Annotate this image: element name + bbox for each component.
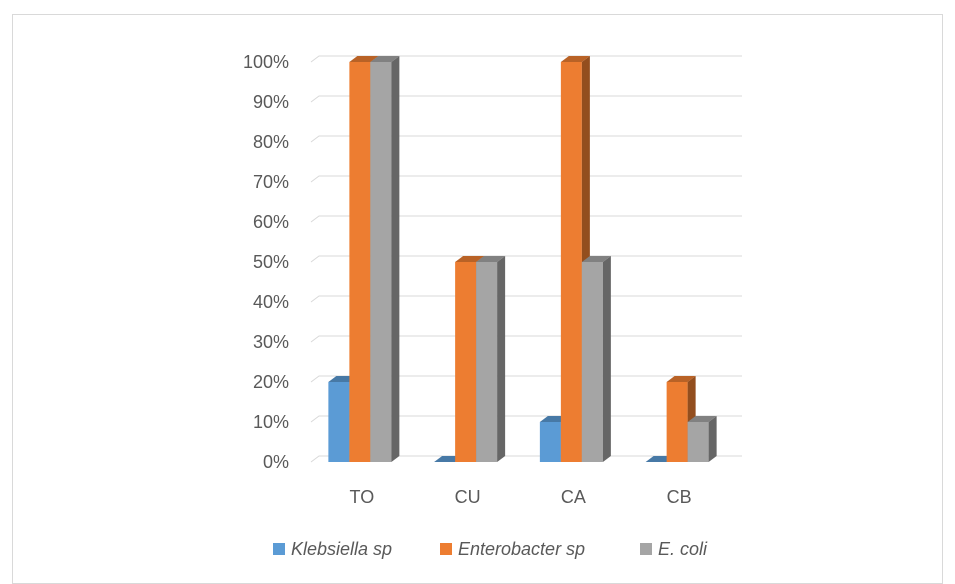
y-tick-label: 0%: [263, 452, 289, 472]
y-tick-label: 20%: [253, 372, 289, 392]
y-tick-label: 90%: [253, 92, 289, 112]
bars: [328, 56, 717, 462]
x-axis-tick-labels: TO CU CA CB: [350, 487, 692, 507]
bar: [581, 256, 611, 462]
legend-label: Klebsiella sp: [291, 539, 392, 559]
legend-swatch: [273, 543, 285, 555]
gridline: [310, 175, 742, 183]
gridlines: [310, 55, 742, 463]
y-tick-label: 60%: [253, 212, 289, 232]
y-tick-label: 30%: [253, 332, 289, 352]
y-tick-label: 80%: [253, 132, 289, 152]
bar: [687, 416, 717, 462]
y-tick-label: 10%: [253, 412, 289, 432]
legend-swatch: [440, 543, 452, 555]
legend-label: Enterobacter sp: [458, 539, 585, 559]
legend-item: Klebsiella sp: [273, 539, 392, 559]
gridline: [310, 215, 742, 223]
bar: [370, 56, 400, 462]
x-tick-label: CA: [561, 487, 586, 507]
legend-swatch: [640, 543, 652, 555]
y-tick-label: 100%: [243, 52, 289, 72]
y-tick-label: 50%: [253, 252, 289, 272]
gridline: [310, 135, 742, 143]
x-tick-label: CB: [667, 487, 692, 507]
chart-svg: 0% 10% 20% 30% 40% 50% 60% 70% 80% 90% 100% TO CU CA…: [243, 52, 742, 559]
gridline: [310, 95, 742, 103]
x-tick-label: CU: [455, 487, 481, 507]
legend: Klebsiella sp Enterobacter sp E. coli: [273, 539, 708, 559]
bar: [476, 256, 506, 462]
y-tick-label: 70%: [253, 172, 289, 192]
legend-label: E. coli: [658, 539, 708, 559]
legend-item: Enterobacter sp: [440, 539, 585, 559]
legend-item: E. coli: [640, 539, 708, 559]
x-tick-label: TO: [350, 487, 375, 507]
y-axis-tick-labels: 0% 10% 20% 30% 40% 50% 60% 70% 80% 90% 100%: [243, 52, 289, 472]
chart-frame: 0% 10% 20% 30% 40% 50% 60% 70% 80% 90% 100% TO CU CA…: [12, 14, 943, 584]
y-tick-label: 40%: [253, 292, 289, 312]
gridline: [310, 55, 742, 63]
